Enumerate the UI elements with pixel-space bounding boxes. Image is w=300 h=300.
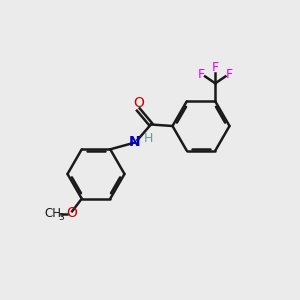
Text: 3: 3 [58, 213, 64, 222]
Text: O: O [133, 96, 144, 110]
Text: H: H [144, 132, 154, 146]
Text: O: O [66, 206, 77, 220]
Text: CH: CH [44, 207, 62, 220]
Text: F: F [212, 61, 219, 74]
Text: F: F [197, 68, 204, 81]
Text: N: N [129, 136, 141, 149]
Text: F: F [226, 68, 233, 81]
